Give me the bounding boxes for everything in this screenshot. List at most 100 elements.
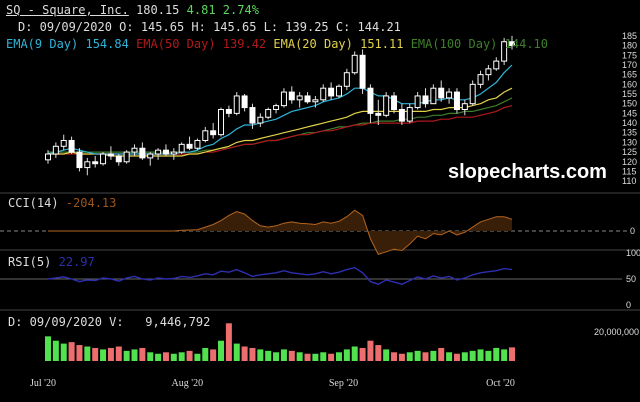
symbol-link[interactable]: SQ - Square, Inc. xyxy=(6,3,129,17)
header-line1: SQ - Square, Inc. 180.15 4.81 2.74% xyxy=(6,3,259,17)
volume-label: D: 09/09/2020 V: 9,446,792 xyxy=(8,315,211,329)
candle-up xyxy=(501,41,508,62)
volume-bar xyxy=(123,350,130,361)
candle-up xyxy=(147,153,154,159)
volume-bar xyxy=(92,347,99,361)
rsi-value: 22.97 xyxy=(58,255,95,269)
volume-bar xyxy=(296,352,303,361)
volume-bar xyxy=(107,347,114,361)
price-tick-label: 140 xyxy=(622,118,637,128)
price-change-pct: 2.74% xyxy=(222,3,259,17)
volume-bar xyxy=(351,346,358,361)
volume-bar xyxy=(162,352,169,361)
candle-up xyxy=(257,116,264,124)
volume-bar xyxy=(375,345,382,361)
price-tick-label: 160 xyxy=(622,79,637,89)
rsi-tick-label: 100 xyxy=(626,248,640,258)
ema20-legend-value: 151.11 xyxy=(360,37,404,51)
candle-up xyxy=(202,130,209,141)
cci-label: CCI(14) -204.13 xyxy=(8,196,116,210)
volume-bar xyxy=(100,349,107,361)
candle-up xyxy=(461,103,468,110)
volume-bar xyxy=(233,343,240,361)
volume-bar xyxy=(218,340,225,361)
candle-down xyxy=(210,130,217,136)
volume-bar xyxy=(194,353,201,361)
candle-up xyxy=(131,147,138,153)
price-tick-label: 180 xyxy=(622,41,637,51)
volume-bar xyxy=(68,342,75,361)
candle-down xyxy=(162,149,169,155)
rsi-label: RSI(5) 22.97 xyxy=(8,255,95,269)
candle-down xyxy=(367,87,374,114)
rsi-tick-label: 50 xyxy=(626,274,636,284)
candle-down xyxy=(288,91,295,101)
volume-bar xyxy=(367,340,374,361)
ema50-legend-label: EMA(50 Day) xyxy=(136,37,216,51)
volume-bar xyxy=(265,350,272,361)
volume-bar xyxy=(178,352,185,361)
ema9-legend-value: 154.84 xyxy=(85,37,129,51)
volume-bar xyxy=(225,323,232,361)
candle-up xyxy=(265,109,272,118)
candle-down xyxy=(359,54,366,89)
rsi-line xyxy=(47,266,513,285)
candle-down xyxy=(92,161,99,165)
cci-tick-label: 0 xyxy=(630,226,635,236)
volume-bar xyxy=(398,353,405,361)
volume-bar xyxy=(453,353,460,361)
candle-up xyxy=(477,74,484,85)
volume-bar xyxy=(257,349,264,361)
candle-up xyxy=(233,95,240,114)
volume-bar xyxy=(438,347,445,361)
candle-down xyxy=(453,91,460,110)
candle-down xyxy=(225,109,232,114)
candle-up xyxy=(60,139,67,147)
ema50-line xyxy=(48,105,513,155)
volume-bar xyxy=(210,349,217,361)
price-tick-label: 150 xyxy=(622,99,637,109)
candle-down xyxy=(115,155,122,163)
candle-down xyxy=(68,139,75,153)
cci-area xyxy=(48,210,512,255)
cci-line xyxy=(48,209,513,256)
candle-up xyxy=(52,145,59,155)
ema-legend: EMA(9 Day) 154.84 EMA(50 Day) 139.42 EMA… xyxy=(6,37,548,51)
candle-up xyxy=(320,87,327,101)
candle-up xyxy=(84,161,91,169)
candle-up xyxy=(469,83,476,105)
price-tick-label: 115 xyxy=(622,166,636,176)
candle-up xyxy=(218,109,225,136)
candle-down xyxy=(328,87,335,97)
candle-up xyxy=(123,151,130,163)
last-price: 180.15 xyxy=(136,3,180,17)
candle-up xyxy=(296,95,303,101)
volume-bar xyxy=(273,352,280,361)
volume-bar xyxy=(115,346,122,361)
volume-bar xyxy=(249,347,256,361)
volume-bar xyxy=(76,345,83,361)
candle-down xyxy=(391,95,398,110)
candle-up xyxy=(100,153,107,165)
volume-bar xyxy=(406,352,413,361)
candle-down xyxy=(422,95,429,105)
volume-bar xyxy=(343,349,350,361)
volume-bar xyxy=(60,343,67,361)
candle-up xyxy=(430,87,437,105)
ema50-legend-value: 139.42 xyxy=(222,37,267,51)
volume-bar xyxy=(147,352,154,361)
volume-bar xyxy=(493,347,500,361)
price-tick-label: 175 xyxy=(622,50,637,60)
volume-bar xyxy=(430,350,437,361)
candle-up xyxy=(170,151,177,155)
candle-up xyxy=(335,85,342,97)
candle-up xyxy=(343,72,350,87)
ema100-legend-value: 144.10 xyxy=(504,37,548,51)
watermark-text: slopecharts.com xyxy=(448,161,607,183)
ema20-legend-label: EMA(20 Day) xyxy=(273,37,353,51)
rsi-tick-label: 0 xyxy=(626,300,631,310)
x-tick-label: Sep '20 xyxy=(329,378,358,389)
candle-down xyxy=(139,147,146,159)
